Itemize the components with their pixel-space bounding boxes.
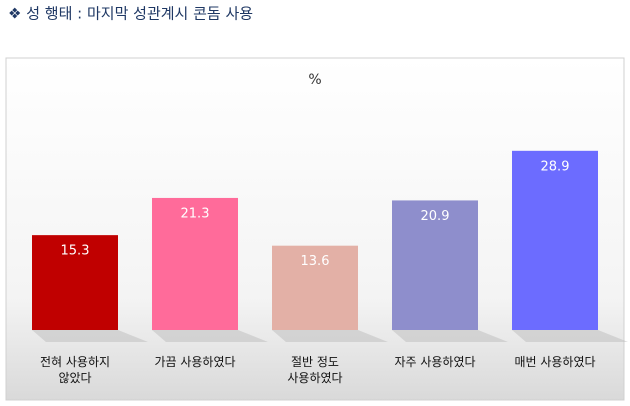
bar-shadow (32, 330, 148, 342)
x-tick-label: 전혀 사용하지 않았다 (39, 355, 111, 385)
bar (152, 197, 238, 330)
bar-shadow (392, 330, 508, 342)
value-label: 28.9 (541, 159, 570, 174)
x-tick-label: 매번 사용하였다 (514, 355, 596, 369)
bar (512, 150, 598, 330)
x-tick-label: 자주 사용하였다 (394, 355, 476, 369)
value-label: 20.9 (421, 209, 450, 224)
bar-shadow (272, 330, 388, 342)
value-label: 13.6 (301, 254, 330, 269)
value-label: 15.3 (61, 244, 90, 259)
bar (32, 235, 118, 330)
x-tick-label: 가끔 사용하였다 (154, 355, 236, 369)
bar (272, 245, 358, 330)
bar-shadow (512, 330, 628, 342)
value-label: 21.3 (181, 206, 210, 221)
bar-shadow (152, 330, 268, 342)
bar (392, 200, 478, 330)
unit-label: % (308, 72, 321, 88)
chart-title: ❖ 성 행태 : 마지막 성관계시 콘돔 사용 (8, 5, 253, 23)
x-tick-label: 절반 정도 사용하였다 (287, 355, 343, 385)
